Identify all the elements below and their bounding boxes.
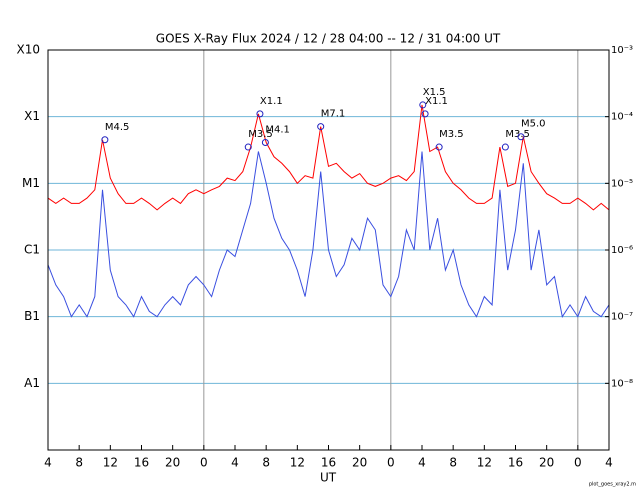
flare-label: X1.5: [423, 87, 446, 98]
x-tick-label: 0: [387, 456, 395, 470]
x-tick-label: 20: [539, 456, 554, 470]
plot-frame: [47, 49, 610, 451]
flare-label: X1.1: [425, 96, 448, 107]
flare-marker: [256, 110, 264, 118]
y-tick-label: M1: [22, 176, 40, 190]
flare-label: M4.5: [105, 122, 130, 133]
flare-marker: [317, 123, 325, 131]
flare-label: M3.5: [505, 129, 530, 140]
x-tick-label: 12: [477, 456, 492, 470]
x-tick-label: 4: [44, 456, 52, 470]
x-tick-label: 16: [134, 456, 149, 470]
flare-marker: [517, 133, 525, 141]
flare-marker: [261, 138, 269, 146]
x-tick-label: 8: [449, 456, 457, 470]
y2-tick-label: 10⁻⁴: [611, 112, 633, 123]
y2-tick-label: 10⁻³: [611, 45, 633, 56]
footer: plot_goes_xray2.m: [589, 482, 636, 488]
flare-marker: [419, 101, 427, 109]
x-tick-label: 16: [321, 456, 336, 470]
flare-label: X1.1: [260, 96, 283, 107]
flare-label: M3.5: [439, 129, 464, 140]
x-tick-label: 0: [200, 456, 208, 470]
series-line: [47, 104, 610, 211]
flare-label: M3.5: [248, 129, 273, 140]
y-tick-label: X10: [17, 43, 41, 57]
flare-label: M5.0: [521, 119, 546, 130]
y-tick-label: X1: [24, 109, 40, 123]
x-tick-label: 20: [352, 456, 367, 470]
y-tick-label: B1: [24, 309, 40, 323]
x-tick-label: 4: [605, 456, 613, 470]
chart-title: GOES X-Ray Flux 2024 / 12 / 28 04:00 -- …: [156, 32, 501, 46]
y2-tick-label: 10⁻⁶: [611, 245, 633, 256]
x-tick-label: 4: [231, 456, 239, 470]
y2-tick-label: 10⁻⁸: [611, 378, 633, 389]
x-tick-label: 4: [418, 456, 426, 470]
x-tick-label: 8: [262, 456, 270, 470]
flare-marker: [244, 143, 252, 151]
series-line: [47, 151, 610, 319]
x-tick-label: 12: [103, 456, 118, 470]
y-tick-label: A1: [24, 376, 40, 390]
y-tick-label: C1: [24, 243, 40, 257]
flare-marker: [435, 143, 443, 151]
flare-marker: [421, 110, 429, 118]
x-tick-label: 16: [508, 456, 523, 470]
y2-tick-label: 10⁻⁵: [611, 178, 633, 189]
x-tick-label: 20: [165, 456, 180, 470]
flare-label: M7.1: [321, 109, 346, 120]
flare-marker: [101, 136, 109, 144]
x-tick-label: 0: [574, 456, 582, 470]
flare-label: M4.1: [265, 124, 290, 135]
x-tick-label: 12: [290, 456, 305, 470]
x-tick-label: 8: [75, 456, 83, 470]
flare-marker: [501, 143, 509, 151]
y2-tick-label: 10⁻⁷: [611, 312, 633, 323]
x-axis-label: UT: [320, 471, 337, 485]
